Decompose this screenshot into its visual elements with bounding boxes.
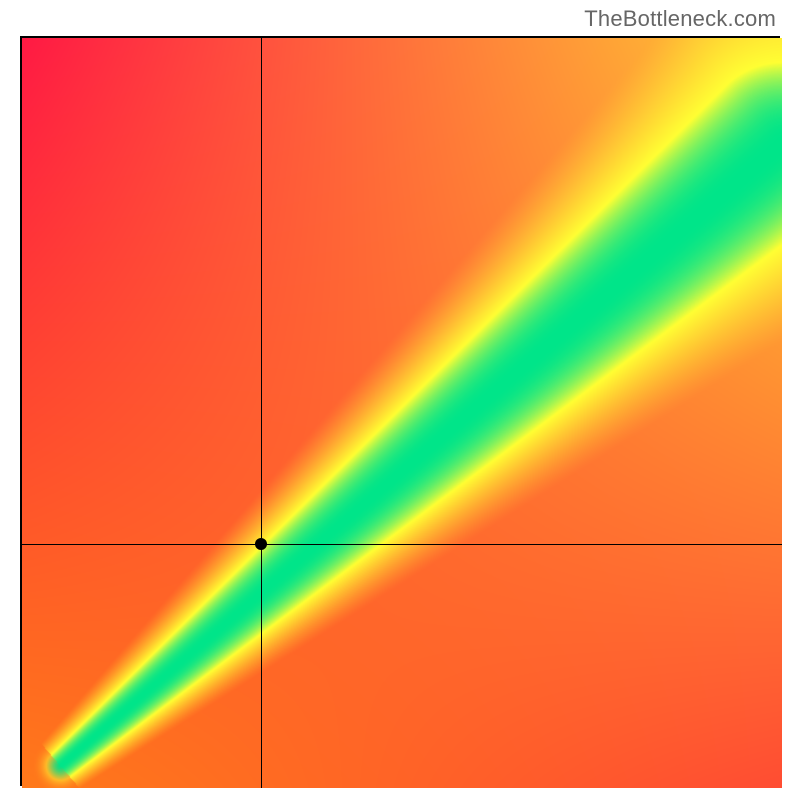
- chart-container: TheBottleneck.com: [0, 0, 800, 800]
- crosshair-vertical: [261, 38, 262, 788]
- plot-frame: [20, 36, 780, 786]
- watermark-text: TheBottleneck.com: [584, 6, 776, 32]
- heatmap-canvas: [22, 38, 782, 788]
- crosshair-horizontal: [22, 544, 782, 545]
